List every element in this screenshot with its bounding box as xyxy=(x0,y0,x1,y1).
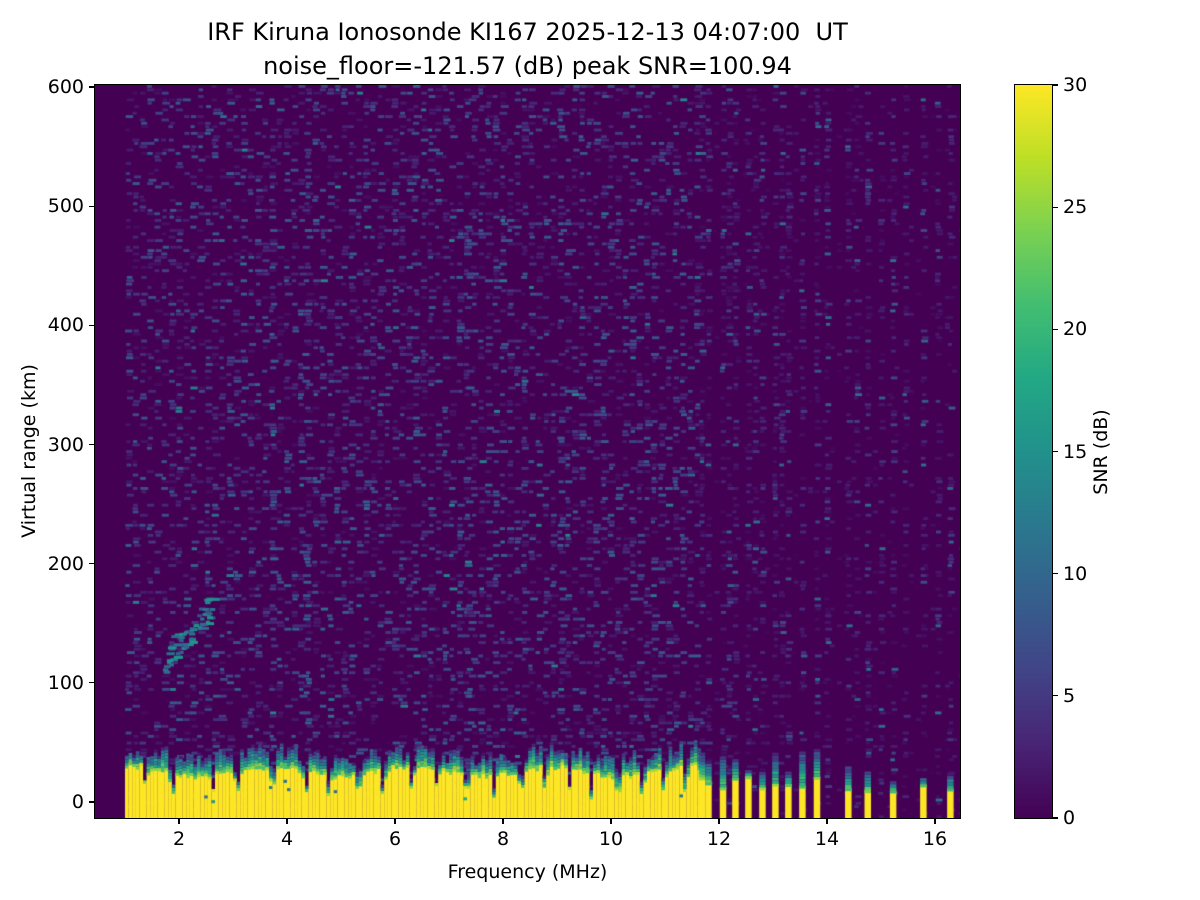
y-tick-mark xyxy=(89,86,94,88)
chart-subtitle: noise_floor=-121.57 (dB) peak SNR=100.94 xyxy=(263,52,792,80)
colorbar-tick-mark xyxy=(1053,817,1058,819)
heatmap-plot-area xyxy=(93,83,961,819)
x-tick-mark xyxy=(502,819,504,824)
ionogram-heatmap-canvas xyxy=(94,84,960,818)
colorbar-tick-mark xyxy=(1053,328,1058,330)
colorbar-tick-mark xyxy=(1053,206,1058,208)
colorbar-tick-mark xyxy=(1053,695,1058,697)
x-tick-mark xyxy=(286,819,288,824)
x-tick-mark xyxy=(718,819,720,824)
colorbar-tick-label: 20 xyxy=(1063,318,1088,341)
colorbar xyxy=(1013,83,1053,819)
x-tick-label: 6 xyxy=(388,828,402,850)
colorbar-gradient xyxy=(1014,84,1052,818)
y-tick-label: 200 xyxy=(47,552,84,575)
x-tick-mark xyxy=(934,819,936,824)
colorbar-tick-mark xyxy=(1053,84,1058,86)
chart-title: IRF Kiruna Ionosonde KI167 2025-12-13 04… xyxy=(207,18,848,46)
colorbar-tick-mark xyxy=(1053,450,1058,453)
y-tick-label: 0 xyxy=(71,791,84,813)
colorbar-tick-label: 5 xyxy=(1063,684,1076,707)
x-tick-label: 4 xyxy=(280,828,294,850)
colorbar-tick-label: 15 xyxy=(1063,440,1088,463)
x-tick-label: 2 xyxy=(172,828,186,850)
y-tick-label: 400 xyxy=(47,314,84,337)
x-axis-label: Frequency (MHz) xyxy=(447,861,608,883)
y-tick-mark xyxy=(89,801,94,803)
x-tick-mark xyxy=(394,819,396,824)
colorbar-tick-label: 10 xyxy=(1063,562,1088,585)
x-tick-mark xyxy=(610,819,612,824)
x-tick-mark xyxy=(826,819,828,824)
y-tick-label: 100 xyxy=(47,671,84,694)
y-tick-label: 600 xyxy=(47,76,84,98)
y-tick-label: 500 xyxy=(47,195,84,218)
x-tick-mark xyxy=(178,819,180,824)
x-tick-label: 16 xyxy=(922,828,948,850)
y-tick-label: 300 xyxy=(47,433,84,456)
colorbar-tick-label: 0 xyxy=(1063,807,1076,829)
colorbar-tick-label: 30 xyxy=(1063,74,1088,96)
x-tick-label: 10 xyxy=(598,828,624,850)
x-tick-label: 14 xyxy=(814,828,840,850)
y-tick-mark xyxy=(89,443,94,446)
x-tick-label: 8 xyxy=(496,828,510,850)
y-tick-mark xyxy=(89,324,94,326)
y-tick-mark xyxy=(89,563,94,565)
colorbar-tick-mark xyxy=(1053,573,1058,575)
y-tick-mark xyxy=(89,682,94,684)
colorbar-tick-label: 25 xyxy=(1063,196,1088,219)
y-tick-mark xyxy=(89,205,94,207)
x-tick-label: 12 xyxy=(706,828,732,850)
